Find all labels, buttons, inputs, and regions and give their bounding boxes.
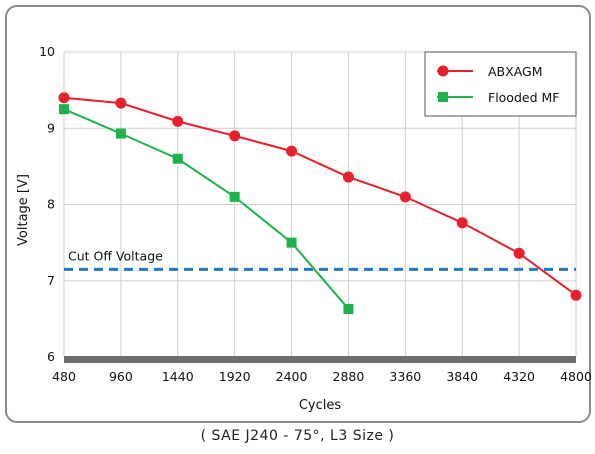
y-tick-label: 10 — [39, 44, 55, 59]
data-point — [570, 289, 582, 301]
data-point — [342, 171, 354, 183]
data-point — [229, 130, 241, 142]
x-tick-label: 1920 — [219, 369, 251, 384]
x-tick-label: 960 — [109, 369, 133, 384]
chart-frame: Cut Off Voltage 6 7 8 9 10 480 960 1440 1920 240… — [5, 5, 591, 423]
data-point — [343, 303, 354, 314]
legend-marker — [438, 92, 448, 102]
legend: ABXAGM Flooded MF — [424, 51, 577, 117]
y-tick-label: 9 — [47, 120, 55, 135]
data-point — [115, 128, 126, 139]
data-point — [59, 104, 69, 115]
y-tick-labels: 6 7 8 9 10 — [39, 44, 55, 364]
x-tick-label: 3840 — [446, 369, 478, 384]
legend-marker — [437, 65, 449, 77]
data-point — [513, 247, 525, 259]
data-point — [58, 92, 70, 104]
x-tick-labels: 480 960 1440 1920 2400 2880 3360 3840 4320 4800 — [52, 369, 591, 384]
x-tick-label: 4800 — [560, 369, 591, 384]
data-point — [172, 153, 183, 164]
legend-label: ABXAGM — [488, 64, 543, 79]
y-axis-label: Voltage [V] — [16, 174, 31, 246]
data-point — [229, 191, 240, 202]
x-tick-label: 480 — [52, 369, 76, 384]
legend-box — [424, 51, 577, 117]
x-axis-bar — [64, 356, 576, 363]
data-point — [399, 191, 411, 203]
y-tick-label: 8 — [47, 197, 55, 212]
x-tick-label: 2880 — [333, 369, 365, 384]
series-line-1 — [63, 108, 350, 310]
cutoff-line-group: Cut Off Voltage — [64, 248, 576, 271]
y-tick-label: 6 — [47, 349, 55, 364]
x-tick-label: 1440 — [162, 369, 194, 384]
data-point — [286, 237, 297, 248]
x-tick-label: 3360 — [389, 369, 421, 384]
cutoff-label: Cut Off Voltage — [68, 248, 163, 263]
x-axis-baseline — [64, 356, 576, 363]
voltage-cycles-chart: Cut Off Voltage 6 7 8 9 10 480 960 1440 1920 240… — [16, 44, 591, 413]
legend-label: Flooded MF — [488, 90, 559, 105]
series-group — [58, 92, 582, 314]
x-axis-label: Cycles — [299, 398, 342, 413]
x-tick-label: 4320 — [503, 369, 535, 384]
data-point — [286, 145, 298, 157]
data-point — [172, 115, 184, 127]
chart-caption: ( SAE J240 - 75°, L3 Size ) — [200, 428, 395, 444]
data-point — [456, 217, 468, 229]
y-tick-label: 7 — [47, 273, 55, 288]
series-line-0 — [63, 96, 577, 297]
x-tick-label: 2400 — [276, 369, 308, 384]
data-point — [115, 97, 127, 109]
